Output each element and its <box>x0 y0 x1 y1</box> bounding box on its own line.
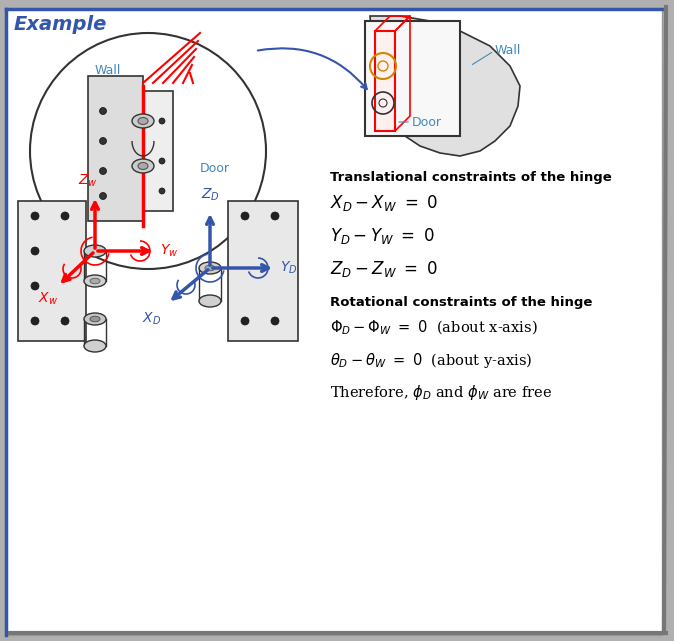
Circle shape <box>241 212 249 220</box>
Ellipse shape <box>84 313 106 325</box>
FancyBboxPatch shape <box>6 9 662 635</box>
Bar <box>365 21 460 136</box>
Ellipse shape <box>132 159 154 173</box>
Circle shape <box>61 317 69 325</box>
Circle shape <box>159 158 165 164</box>
Text: Door: Door <box>412 117 442 129</box>
Ellipse shape <box>138 117 148 124</box>
Bar <box>228 201 298 341</box>
Circle shape <box>271 212 279 220</box>
Text: $\Phi_D - \Phi_W\ =\ 0$  (about x-axis): $\Phi_D - \Phi_W\ =\ 0$ (about x-axis) <box>330 319 538 337</box>
Circle shape <box>271 317 279 325</box>
Text: $Z_w$: $Z_w$ <box>78 172 98 189</box>
Text: $X_D$: $X_D$ <box>142 311 162 327</box>
Bar <box>88 76 143 221</box>
Text: $Y_w$: $Y_w$ <box>160 243 179 259</box>
Text: Therefore, $\phi_D$ and $\phi_W$ are free: Therefore, $\phi_D$ and $\phi_W$ are fre… <box>330 383 552 402</box>
Circle shape <box>241 317 249 325</box>
Circle shape <box>61 212 69 220</box>
Circle shape <box>31 317 39 325</box>
Bar <box>375 31 395 131</box>
Ellipse shape <box>84 340 106 352</box>
Text: $Y_D - Y_W\ =\ 0$: $Y_D - Y_W\ =\ 0$ <box>330 226 435 246</box>
Bar <box>143 91 173 211</box>
Ellipse shape <box>90 316 100 322</box>
Ellipse shape <box>199 295 221 307</box>
Text: Example: Example <box>14 15 107 34</box>
Text: Wall: Wall <box>495 44 522 58</box>
Polygon shape <box>370 16 520 156</box>
Circle shape <box>100 167 106 174</box>
Text: Wall: Wall <box>95 65 121 78</box>
Circle shape <box>159 118 165 124</box>
Circle shape <box>31 282 39 290</box>
Ellipse shape <box>132 114 154 128</box>
Text: $Z_D - Z_W\ =\ 0$: $Z_D - Z_W\ =\ 0$ <box>330 259 437 279</box>
Text: $X_w$: $X_w$ <box>38 291 58 307</box>
Circle shape <box>100 192 106 199</box>
Text: Translational constraints of the hinge: Translational constraints of the hinge <box>330 171 612 184</box>
Ellipse shape <box>138 163 148 169</box>
Bar <box>18 201 86 341</box>
Text: Door: Door <box>200 162 230 174</box>
Ellipse shape <box>84 275 106 287</box>
Text: Rotational constraints of the hinge: Rotational constraints of the hinge <box>330 296 592 309</box>
Ellipse shape <box>90 278 100 284</box>
Circle shape <box>31 212 39 220</box>
Circle shape <box>31 247 39 255</box>
Circle shape <box>159 188 165 194</box>
Text: $\theta_D - \theta_W\ =\ 0$  (about y-axis): $\theta_D - \theta_W\ =\ 0$ (about y-axi… <box>330 351 532 370</box>
Circle shape <box>100 108 106 115</box>
Ellipse shape <box>205 265 215 271</box>
Text: $X_D - X_W\ =\ 0$: $X_D - X_W\ =\ 0$ <box>330 193 438 213</box>
Text: $Y_D$: $Y_D$ <box>280 260 297 276</box>
Ellipse shape <box>84 245 106 257</box>
Circle shape <box>100 138 106 144</box>
Text: $Z_D$: $Z_D$ <box>201 187 220 203</box>
Ellipse shape <box>199 262 221 274</box>
